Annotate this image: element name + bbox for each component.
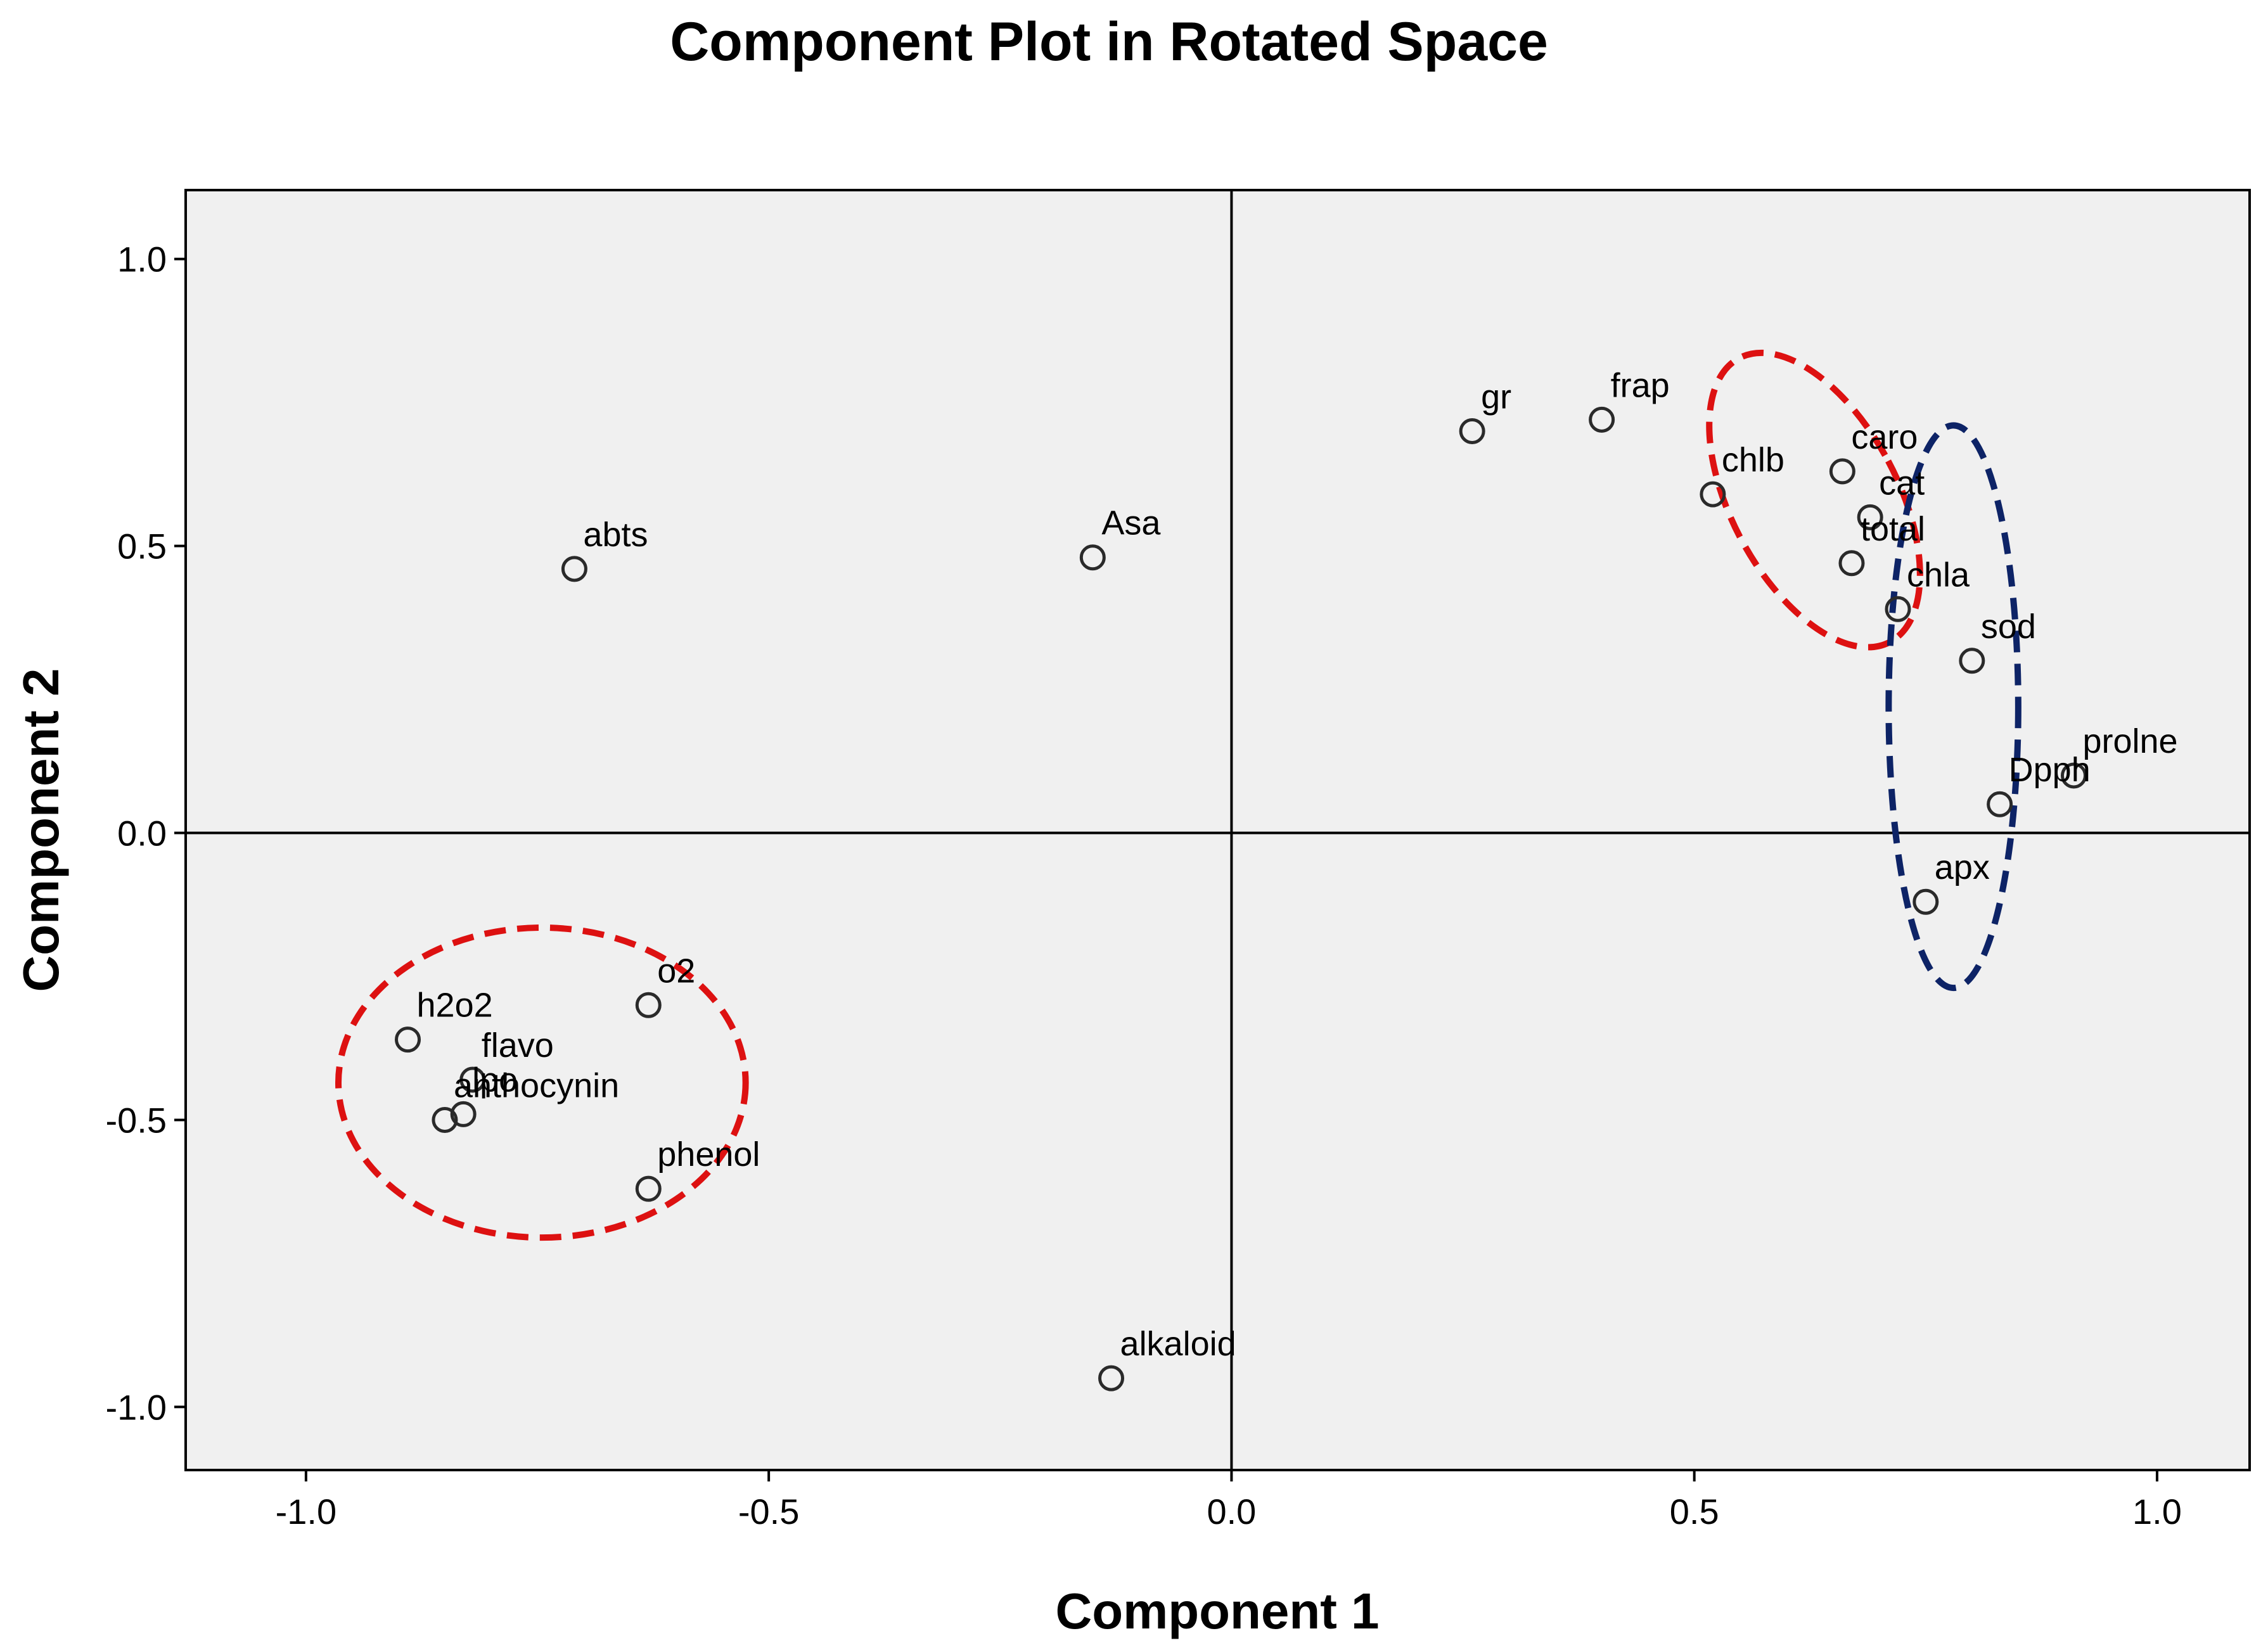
point-apx [1912,888,1939,915]
point-label-total: total [1861,510,1925,548]
point-label-abts: abts [583,516,648,554]
blue-grouping-ellipse [1885,422,2021,992]
point-caro [1829,458,1855,485]
point-label-anthocynin: anthocynin [454,1066,619,1104]
x-tick-label: 1.0 [2132,1492,2182,1532]
point-h2o2 [395,1026,421,1053]
y-tick-label: -0.5 [106,1100,167,1140]
point-label-frap: frap [1611,366,1670,404]
point-label-flavo: flavo [482,1026,554,1065]
point-phenol [635,1175,662,1202]
point-label-chlb: chlb [1722,441,1784,479]
red-grouping-ellipse [335,924,749,1241]
x-tick-label: -0.5 [738,1492,800,1532]
point-prolne [2060,762,2087,789]
point-chla [1885,596,1911,622]
point-alkaloid [1098,1365,1125,1391]
point-label-asa: Asa [1101,504,1161,542]
point-abts [561,556,587,582]
x-tick-label: -1.0 [276,1492,337,1532]
point-o2 [635,992,662,1018]
x-tick-label: 0.0 [1207,1492,1256,1532]
point-label-h2o2: h2o2 [417,987,493,1025]
point-dpph [1987,791,2013,817]
point-label-alkaloid: alkaloid [1120,1325,1236,1363]
plot-area [184,189,2251,1471]
y-tick-label: 0.5 [117,527,167,566]
point-label-lpo: lpo [472,1061,518,1099]
point-label-phenol: phenol [657,1135,760,1174]
point-label-o2: o2 [657,952,695,990]
point-label-sod: sod [1981,608,2036,646]
point-anthocynin [432,1106,458,1133]
point-label-gr: gr [1481,378,1511,416]
point-asa [1079,544,1106,571]
point-frap [1589,406,1615,433]
y-tick-label: -1.0 [106,1387,167,1427]
y-axis-ticks: -1.0 -0.5 0.0 0.5 1.0 [106,240,186,1427]
point-label-apx: apx [1935,848,1990,886]
x-axis-ticks: -1.0 -0.5 0.0 0.5 1.0 [276,1470,2182,1532]
point-label-cat: cat [1879,464,1925,502]
point-label-caro: caro [1851,418,1918,456]
point-label-prolne: prolne [2082,722,2177,760]
point-sod [1959,648,1985,674]
point-label-dpph: Dpph [2009,751,2091,789]
point-gr [1459,418,1485,444]
y-axis-title: Component 2 [13,668,69,992]
point-lpo [450,1101,477,1127]
chart-title: Component Plot in Rotated Space [670,11,1548,72]
x-axis-title: Component 1 [1055,1583,1379,1639]
point-chlb [1700,481,1726,508]
point-cat [1857,504,1883,530]
point-flavo [459,1066,486,1093]
x-tick-label: 0.5 [1670,1492,1719,1532]
y-tick-label: 1.0 [117,240,167,279]
point-total [1838,550,1865,577]
y-tick-label: 0.0 [117,814,167,854]
point-label-chla: chla [1907,556,1970,594]
